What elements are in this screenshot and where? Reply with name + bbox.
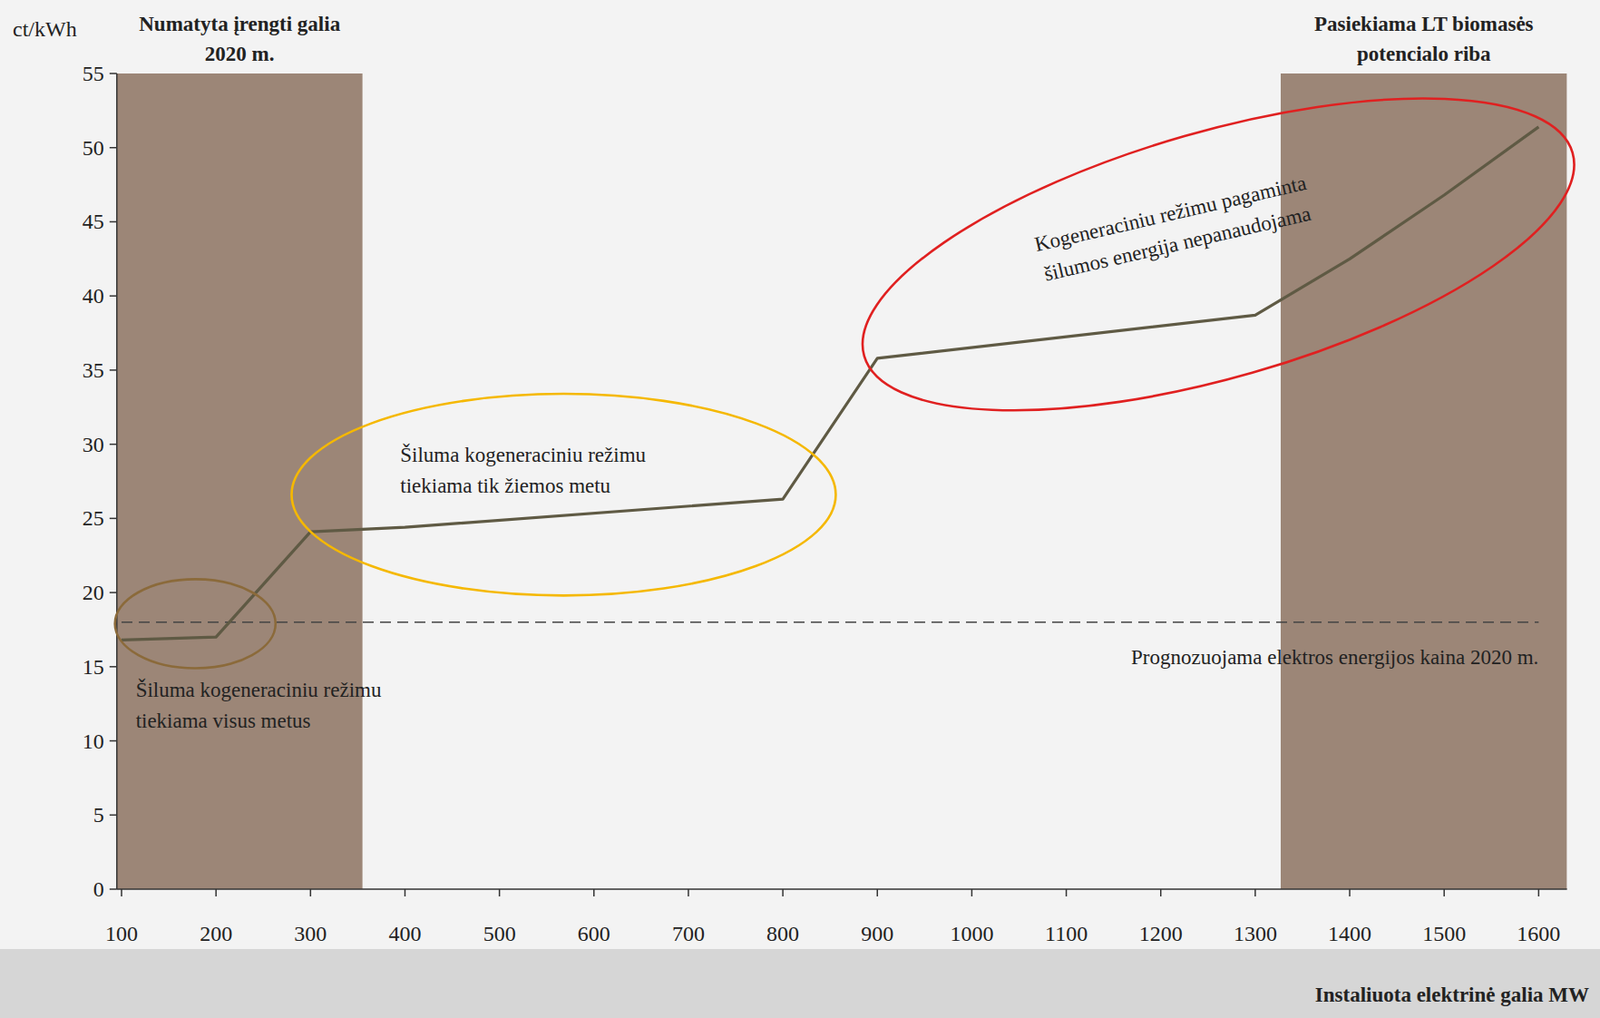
y-tick-label: 45: [82, 209, 105, 234]
y-axis-title: ct/kWh: [12, 17, 78, 41]
y-tick: [109, 369, 118, 371]
reference-label: Prognozuojama elektros energijos kaina 2…: [1131, 645, 1539, 669]
x-tick: [120, 888, 123, 897]
x-tick: [1538, 888, 1541, 897]
x-tick-label: 500: [483, 921, 517, 946]
band-label-line: Pasiekiama LT biomasės: [1314, 12, 1534, 36]
x-tick: [687, 888, 690, 897]
band-label-line: Numatyta įrengti galia: [138, 12, 341, 36]
annotation-text: Šiluma kogeneraciniu režimu: [136, 677, 382, 702]
background: [0, 0, 1600, 1018]
y-tick: [109, 591, 118, 594]
x-tick-label: 1200: [1139, 921, 1183, 946]
x-tick: [1065, 888, 1068, 897]
annotation-ellipse: [829, 34, 1600, 475]
y-tick: [109, 294, 118, 297]
x-tick: [877, 888, 879, 897]
annotation-text: šilumos energija nepanaudojama: [1042, 202, 1314, 286]
annotation-text: tiekiama tik žiemos metu: [400, 474, 611, 498]
bottom-strip: [0, 948, 1600, 1018]
annotation-text: tiekiama visus metus: [136, 709, 312, 732]
x-tick-label: 1000: [949, 921, 994, 946]
annotation: Šiluma kogeneraciniu režimu tiekiama tik …: [400, 442, 646, 498]
x-tick-label: 600: [577, 921, 611, 946]
annotation-text: Šiluma kogeneraciniu režimu: [400, 442, 646, 467]
band-label: Numatyta įrengti galia 2020 m.: [138, 12, 341, 66]
x-axis-title: Instaliuota elektrinė galia MW: [1315, 983, 1590, 1006]
y-tick: [109, 443, 118, 446]
y-tick: [109, 517, 118, 520]
y-tick: [109, 72, 118, 75]
x-tick: [498, 888, 501, 897]
y-tick: [109, 887, 118, 890]
band-label: Pasiekiama LT biomasės potencialo riba: [1314, 12, 1534, 66]
x-tick-label: 100: [105, 921, 138, 946]
x-tick-label: 400: [388, 921, 421, 946]
y-tick-label: 30: [82, 432, 105, 457]
reference-line: [121, 621, 1539, 624]
y-tick-label: 5: [93, 802, 105, 827]
y-tick-label: 0: [93, 877, 105, 901]
x-tick-label: 800: [766, 921, 800, 946]
annotation-ellipse: [115, 578, 276, 668]
plot-area: [117, 73, 1568, 889]
y-tick: [109, 814, 118, 817]
x-tick: [971, 888, 974, 897]
y-tick-label: 55: [82, 61, 105, 86]
line-series: [121, 126, 1539, 641]
x-tick-label: 200: [199, 921, 233, 946]
y-tick-label: 35: [82, 358, 105, 382]
x-tick-label: 1600: [1516, 921, 1561, 946]
y-tick: [109, 665, 118, 668]
x-tick: [1443, 888, 1445, 897]
x-tick-label: 1500: [1422, 921, 1466, 946]
y-tick-label: 10: [82, 729, 105, 753]
band-label-line: potencialo riba: [1356, 42, 1492, 66]
band-label-line: 2020 m.: [204, 42, 275, 66]
y-tick: [109, 740, 118, 742]
annotation-ellipse: [291, 393, 836, 596]
x-tick-label: 300: [293, 921, 327, 946]
y-tick-label: 20: [82, 580, 105, 605]
chart: 0 5 10 15 20 25 30 35 40 45 50 55 100 200 300 400 500 600…: [0, 0, 1600, 1018]
x-tick: [214, 888, 217, 897]
x-tick-label: 1100: [1044, 921, 1088, 946]
y-tick: [109, 146, 118, 149]
y-axis: [116, 73, 118, 889]
x-tick: [1348, 888, 1351, 897]
annotation: Kogeneraciniu režimu pagamintašilumos en…: [1032, 171, 1316, 286]
x-tick: [781, 888, 784, 897]
x-tick: [310, 888, 313, 897]
x-tick-label: 1300: [1233, 921, 1278, 946]
x-tick-label: 700: [672, 921, 705, 946]
x-tick: [593, 888, 596, 897]
y-tick-label: 25: [82, 506, 105, 530]
band: [1280, 73, 1568, 889]
annotation: Šiluma kogeneraciniu režimu tiekiama visu…: [136, 677, 382, 732]
y-tick-label: 15: [82, 654, 105, 679]
band: [117, 73, 363, 889]
x-tick: [1160, 888, 1162, 897]
y-tick-label: 50: [82, 136, 105, 160]
x-tick: [404, 888, 407, 897]
x-tick: [1254, 888, 1257, 897]
y-tick: [109, 221, 118, 224]
x-tick-label: 1400: [1327, 921, 1372, 946]
y-tick-label: 40: [82, 283, 105, 308]
x-tick-label: 900: [860, 921, 894, 946]
